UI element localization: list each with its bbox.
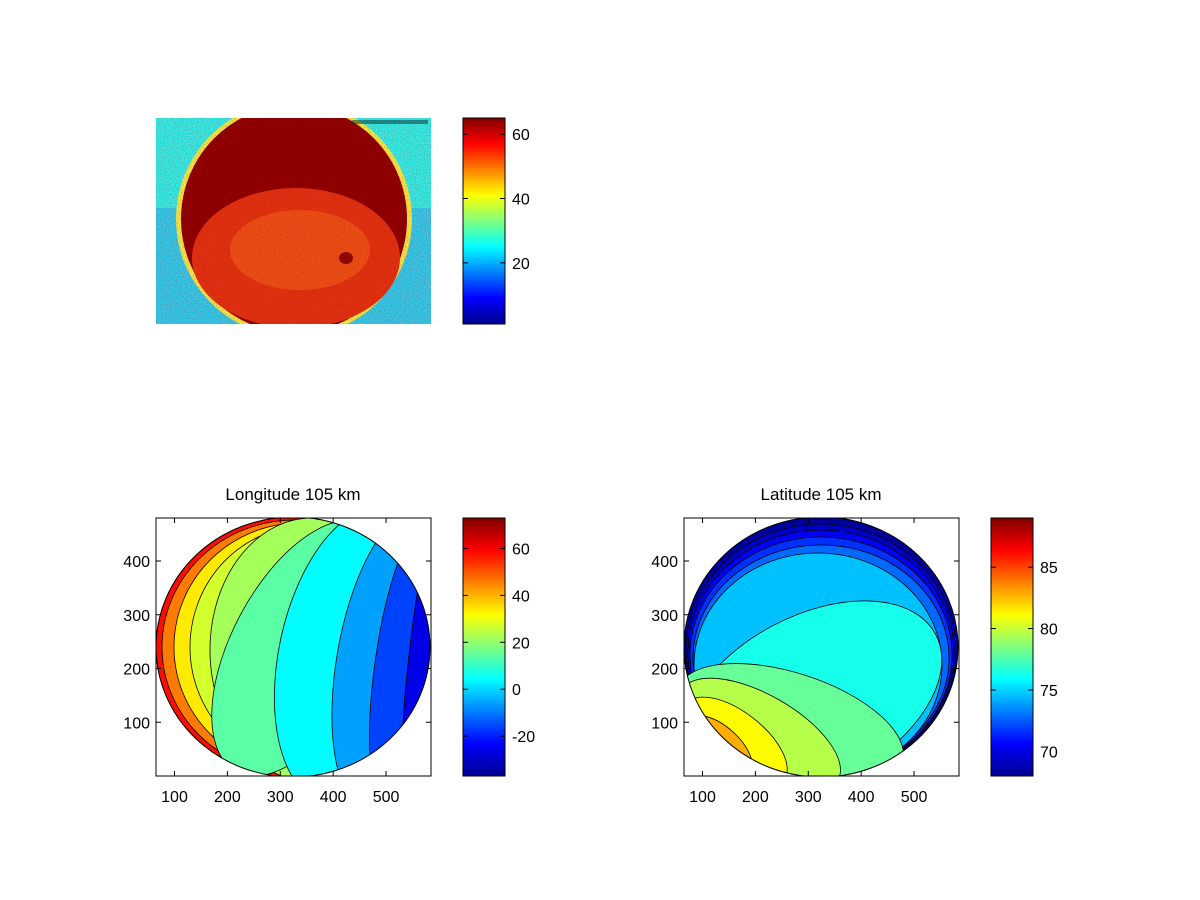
x-tick-label: 500	[901, 789, 928, 806]
y-tick-label: 200	[123, 662, 150, 679]
colorbar-tick-label: 85	[1040, 560, 1058, 577]
y-tick-label: 100	[651, 715, 678, 732]
colorbar-tick-label: 70	[1040, 744, 1058, 761]
longitude-axes-frame	[155, 517, 432, 777]
disk-outline	[156, 518, 431, 776]
colorbar-tick-label: -20	[512, 729, 535, 746]
x-tick-label: 100	[689, 789, 716, 806]
x-tick-label: 100	[161, 789, 188, 806]
colorbar-1: 20 40 60	[462, 117, 530, 325]
y-tick-label: 400	[123, 554, 150, 571]
colorbar-3-gradient	[990, 517, 1034, 777]
longitude-contours	[156, 518, 431, 776]
colorbar-tick-label: 60	[512, 541, 530, 558]
colorbar-2: -20 0 20 40 60	[462, 517, 535, 777]
colorbar-tick-label: 60	[512, 127, 530, 144]
longitude-title: Longitude 105 km	[225, 485, 360, 504]
latitude-contours	[684, 518, 959, 776]
colorbar-tick-label: 40	[512, 191, 530, 208]
colorbar-tick-label: 75	[1040, 683, 1058, 700]
x-tick-label: 400	[848, 789, 875, 806]
y-tick-label: 300	[651, 608, 678, 625]
x-tick-label: 200	[742, 789, 769, 806]
colorbar-tick-label: 20	[512, 635, 530, 652]
colorbar-tick-label: 40	[512, 588, 530, 605]
colorbar-tick-label: 0	[512, 682, 521, 699]
colorbar-tick-label: 20	[512, 256, 530, 273]
y-tick-label: 200	[651, 662, 678, 679]
x-tick-label: 500	[373, 789, 400, 806]
x-tick-label: 400	[320, 789, 347, 806]
x-tick-label: 300	[795, 789, 822, 806]
image-annotation-strip	[352, 120, 428, 124]
latitude-axes-frame	[683, 517, 960, 777]
colorbar-tick-label: 80	[1040, 622, 1058, 639]
colorbar-2-gradient	[462, 517, 506, 777]
colorbar-1-gradient	[462, 117, 506, 325]
latitude-title: Latitude 105 km	[761, 485, 882, 504]
colorbar-3-ticks: 70 75 80 85	[991, 560, 1058, 761]
x-tick-label: 200	[214, 789, 241, 806]
colorbar-3: 70 75 80 85	[990, 517, 1058, 777]
image-panel	[156, 118, 431, 324]
y-tick-label: 400	[651, 554, 678, 571]
y-tick-label: 100	[123, 715, 150, 732]
disk-outline	[684, 518, 959, 776]
longitude-ticks: 100 200 300 400 500 100 200 300 400	[123, 518, 431, 806]
latitude-ticks: 100 200 300 400 500 100 200 300 400	[651, 518, 959, 806]
latitude-panel: Latitude 105 km 100 200 300 400 500 100 200 300…	[651, 485, 960, 806]
colorbar-1-ticks: 20 40 60	[463, 127, 530, 273]
y-tick-label: 300	[123, 608, 150, 625]
longitude-panel: Longitude 105 km 100 200 300 400 500 100 200 30…	[123, 485, 432, 806]
colorbar-2-ticks: -20 0 20 40 60	[463, 541, 535, 746]
image-speckle	[156, 118, 431, 324]
x-tick-label: 300	[267, 789, 294, 806]
